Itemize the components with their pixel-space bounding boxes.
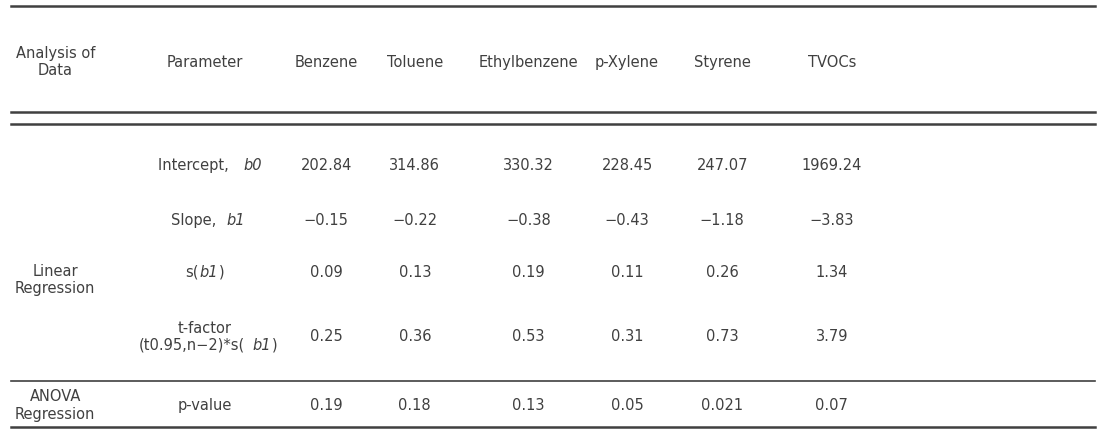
- Text: Analysis of
Data: Analysis of Data: [15, 46, 95, 79]
- Text: −3.83: −3.83: [810, 214, 854, 228]
- Text: b1: b1: [200, 265, 218, 280]
- Text: Styrene: Styrene: [693, 55, 751, 69]
- Text: p-value: p-value: [177, 398, 232, 413]
- Text: ): ): [272, 338, 278, 353]
- Text: 330.32: 330.32: [503, 158, 554, 172]
- Text: −0.38: −0.38: [507, 214, 551, 228]
- Text: 0.13: 0.13: [398, 265, 431, 280]
- Text: 0.25: 0.25: [310, 329, 343, 344]
- Text: Intercept,: Intercept,: [158, 158, 233, 172]
- Text: Parameter: Parameter: [166, 55, 243, 69]
- Text: 0.53: 0.53: [512, 329, 545, 344]
- Text: b0: b0: [243, 158, 262, 172]
- Text: 0.09: 0.09: [310, 265, 343, 280]
- Text: Toluene: Toluene: [387, 55, 442, 69]
- Text: 0.31: 0.31: [611, 329, 644, 344]
- Text: 0.19: 0.19: [310, 398, 343, 413]
- Text: 0.05: 0.05: [611, 398, 644, 413]
- Text: Slope,: Slope,: [171, 214, 221, 228]
- Text: 228.45: 228.45: [602, 158, 653, 172]
- Text: Linear
Regression: Linear Regression: [15, 264, 95, 296]
- Text: s(: s(: [185, 265, 198, 280]
- Text: Ethylbenzene: Ethylbenzene: [479, 55, 578, 69]
- Text: Benzene: Benzene: [294, 55, 358, 69]
- Text: t-factor: t-factor: [178, 321, 231, 335]
- Text: −1.18: −1.18: [700, 214, 744, 228]
- Text: 1969.24: 1969.24: [802, 158, 862, 172]
- Text: b1: b1: [226, 214, 244, 228]
- Text: (t0.95,n−2)*s(: (t0.95,n−2)*s(: [138, 338, 244, 353]
- Text: 247.07: 247.07: [697, 158, 748, 172]
- Text: 3.79: 3.79: [815, 329, 848, 344]
- Text: 0.13: 0.13: [512, 398, 545, 413]
- Text: 0.021: 0.021: [701, 398, 743, 413]
- Text: 1.34: 1.34: [815, 265, 848, 280]
- Text: 314.86: 314.86: [389, 158, 440, 172]
- Text: 0.11: 0.11: [611, 265, 644, 280]
- Text: 0.07: 0.07: [815, 398, 848, 413]
- Text: p-Xylene: p-Xylene: [595, 55, 659, 69]
- Text: −0.15: −0.15: [304, 214, 348, 228]
- Text: −0.22: −0.22: [393, 214, 437, 228]
- Text: 0.19: 0.19: [512, 265, 545, 280]
- Text: b1: b1: [252, 338, 271, 353]
- Text: ANOVA
Regression: ANOVA Regression: [15, 389, 95, 422]
- Text: 0.18: 0.18: [398, 398, 431, 413]
- Text: 202.84: 202.84: [301, 158, 352, 172]
- Text: −0.43: −0.43: [605, 214, 649, 228]
- Text: 0.73: 0.73: [706, 329, 739, 344]
- Text: 0.26: 0.26: [706, 265, 739, 280]
- Text: TVOCs: TVOCs: [807, 55, 856, 69]
- Text: ): ): [219, 265, 225, 280]
- Text: 0.36: 0.36: [398, 329, 431, 344]
